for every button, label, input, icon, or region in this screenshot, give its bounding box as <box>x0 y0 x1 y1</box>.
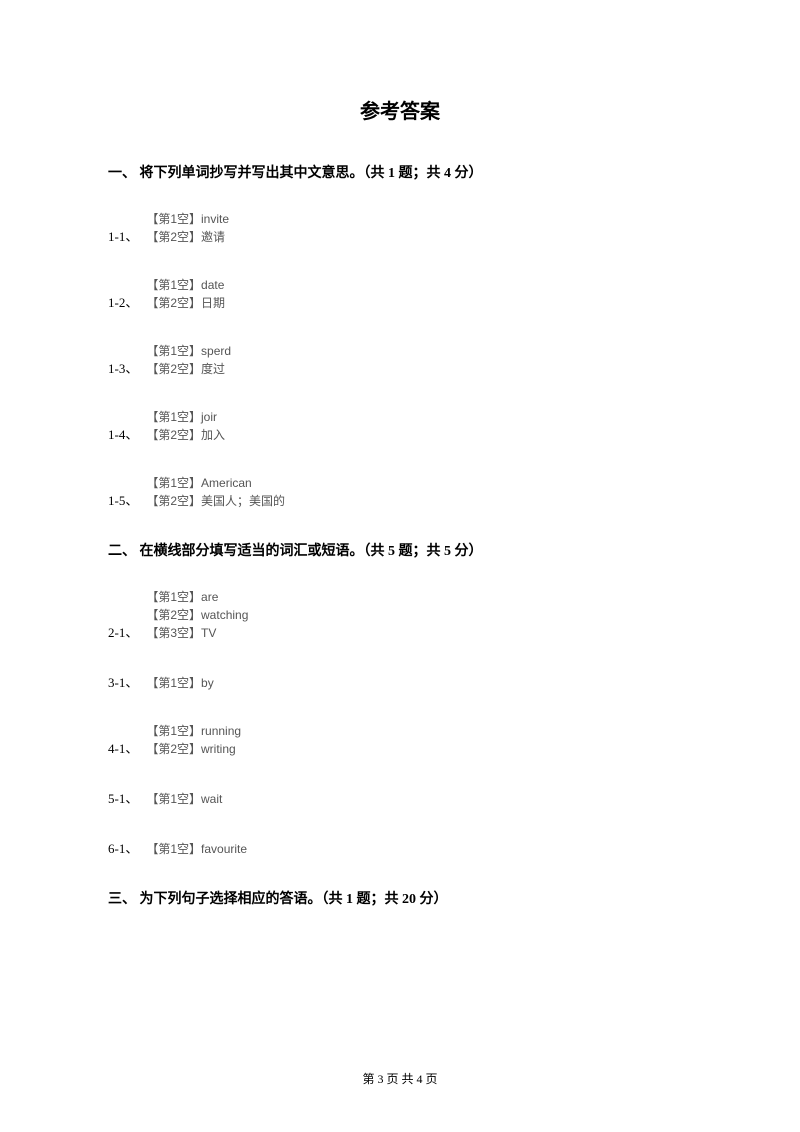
answer-line: 【第1空】date <box>146 276 225 294</box>
item-number: 1-4、 <box>108 424 138 444</box>
page-footer: 第 3 页 共 4 页 <box>0 1070 800 1087</box>
answer-item-1-3: 1-3、 【第1空】sperd 【第2空】度过 <box>108 342 692 378</box>
answer-item-1-4: 1-4、 【第1空】joir 【第2空】加入 <box>108 408 692 444</box>
answer-line: 【第1空】by <box>146 674 213 692</box>
answer-line: 【第2空】美国人；美国的 <box>146 492 285 510</box>
item-number: 1-3、 <box>108 358 138 378</box>
answer-line: 【第3空】TV <box>146 624 248 642</box>
answer-line: 【第2空】度过 <box>146 360 231 378</box>
answer-line: 【第1空】are <box>146 588 248 606</box>
answer-line: 【第1空】wait <box>146 790 222 808</box>
section-1: 一、 将下列单词抄写并写出其中文意思。（共 1 题；共 4 分） 1-1、 【第… <box>108 162 692 510</box>
item-number: 2-1、 <box>108 622 138 642</box>
answer-item-4-1: 4-1、 【第1空】running 【第2空】writing <box>108 722 692 758</box>
section-3: 三、 为下列句子选择相应的答语。（共 1 题；共 20 分） <box>108 888 692 908</box>
item-number: 6-1、 <box>108 838 138 858</box>
item-number: 1-1、 <box>108 226 138 246</box>
answer-line: 【第1空】American <box>146 474 285 492</box>
answer-item-2-1: 2-1、 【第1空】are 【第2空】watching 【第3空】TV <box>108 588 692 642</box>
answer-item-3-1: 3-1、 【第1空】by <box>108 672 692 692</box>
section-2-header: 二、 在横线部分填写适当的词汇或短语。（共 5 题；共 5 分） <box>108 540 692 560</box>
item-number: 1-5、 <box>108 490 138 510</box>
answer-line: 【第1空】running <box>146 722 241 740</box>
section-1-header: 一、 将下列单词抄写并写出其中文意思。（共 1 题；共 4 分） <box>108 162 692 182</box>
item-number: 4-1、 <box>108 738 138 758</box>
section-2: 二、 在横线部分填写适当的词汇或短语。（共 5 题；共 5 分） 2-1、 【第… <box>108 540 692 858</box>
answer-item-5-1: 5-1、 【第1空】wait <box>108 788 692 808</box>
answer-line: 【第2空】邀请 <box>146 228 229 246</box>
answer-line: 【第2空】watching <box>146 606 248 624</box>
answer-line: 【第2空】加入 <box>146 426 225 444</box>
answer-item-1-1: 1-1、 【第1空】invite 【第2空】邀请 <box>108 210 692 246</box>
answer-item-6-1: 6-1、 【第1空】favourite <box>108 838 692 858</box>
item-number: 1-2、 <box>108 292 138 312</box>
answer-line: 【第2空】日期 <box>146 294 225 312</box>
item-number: 3-1、 <box>108 672 138 692</box>
answer-line: 【第1空】favourite <box>146 840 247 858</box>
answer-line: 【第1空】sperd <box>146 342 231 360</box>
answer-item-1-5: 1-5、 【第1空】American 【第2空】美国人；美国的 <box>108 474 692 510</box>
page-title: 参考答案 <box>108 95 692 124</box>
answer-item-1-2: 1-2、 【第1空】date 【第2空】日期 <box>108 276 692 312</box>
answer-line: 【第2空】writing <box>146 740 241 758</box>
section-3-header: 三、 为下列句子选择相应的答语。（共 1 题；共 20 分） <box>108 888 692 908</box>
answer-line: 【第1空】invite <box>146 210 229 228</box>
answer-line: 【第1空】joir <box>146 408 225 426</box>
item-number: 5-1、 <box>108 788 138 808</box>
